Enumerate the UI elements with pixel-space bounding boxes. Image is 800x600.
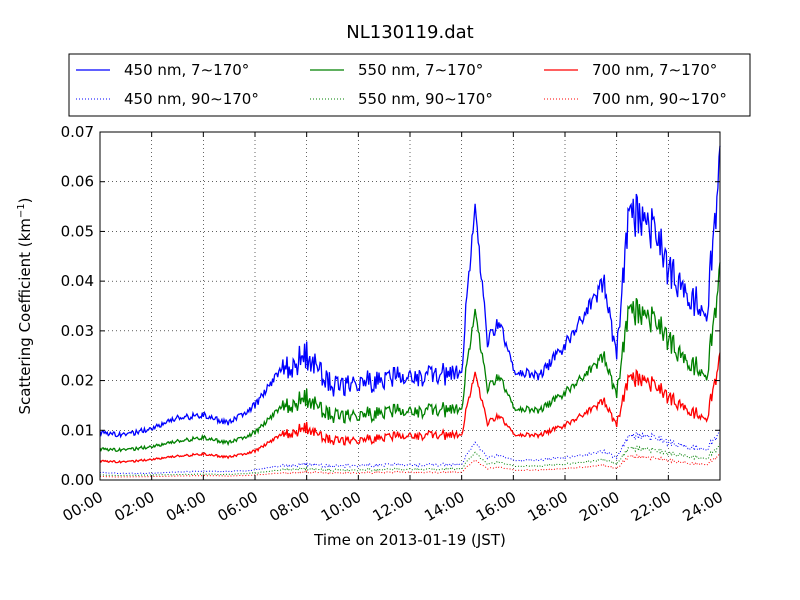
y-tick-label: 0.01 [61,421,94,439]
series-layer [99,145,721,478]
series-line [99,443,721,477]
grid-lines [100,132,720,480]
y-axis-label: Scattering Coefficient (km−1) [16,197,34,414]
series-line [99,352,721,464]
y-tick-label: 0.06 [61,173,94,191]
series-line [99,429,721,475]
y-tick-label: 0.05 [61,222,94,240]
y-tick-label: 0.02 [61,372,94,390]
legend-label: 700 nm, 7∼170° [592,61,717,79]
legend-label: 450 nm, 7∼170° [124,61,249,79]
axis-ticks [99,131,721,481]
series-line [99,145,721,439]
legend: 450 nm, 7∼170° 450 nm, 90∼170° 550 nm, 7∼1… [68,53,751,117]
x-axis-label: Time on 2013-01-19 (JST) [313,531,506,549]
legend-label: 550 nm, 7∼170° [358,61,483,79]
y-tick-label: 0.00 [61,471,94,489]
y-tick-labels: 0.00 0.01 0.02 0.03 0.04 0.05 0.06 0.07 [61,123,94,489]
y-axis-label-main: Scattering Coefficient (km [16,218,34,414]
legend-label: 450 nm, 90∼170° [124,90,259,108]
y-tick-label: 0.07 [61,123,94,141]
y-tick-label: 0.03 [61,322,94,340]
legend-label: 700 nm, 90∼170° [592,90,727,108]
series-line [99,262,721,453]
y-axis-label-exponent: −1 [16,203,27,218]
y-tick-label: 0.04 [61,272,94,290]
y-axis-label-close: ) [16,197,34,203]
legend-label: 550 nm, 90∼170° [358,90,493,108]
legend-box [68,53,751,117]
chart-title: NL130119.dat [346,22,473,43]
